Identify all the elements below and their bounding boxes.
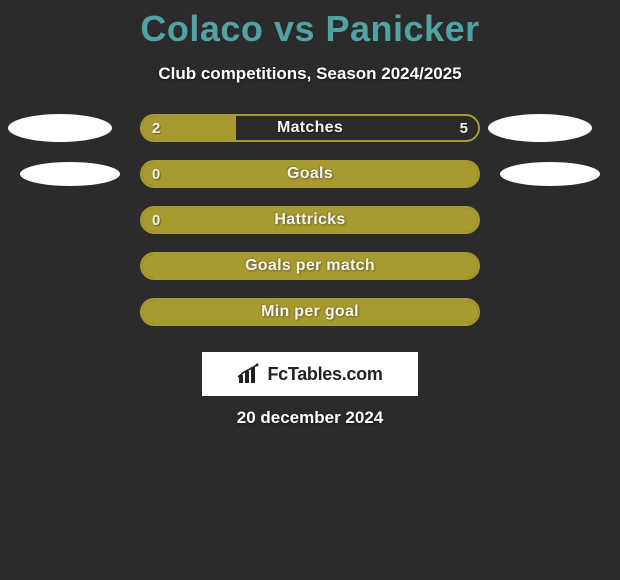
stat-row: Goals per match — [0, 252, 620, 298]
logo: FcTables.com — [237, 363, 382, 385]
stat-label: Goals per match — [142, 254, 478, 278]
left-ellipse — [8, 114, 112, 142]
stat-row: 0Hattricks — [0, 206, 620, 252]
stat-bar: 25Matches — [140, 114, 480, 142]
right-ellipse — [500, 162, 600, 186]
subtitle: Club competitions, Season 2024/2025 — [0, 64, 620, 84]
stat-label: Min per goal — [142, 300, 478, 324]
stat-row: 25Matches — [0, 114, 620, 160]
vs-label: vs — [274, 8, 315, 49]
stat-label: Hattricks — [142, 208, 478, 232]
stat-bar: 0Hattricks — [140, 206, 480, 234]
stat-row: Min per goal — [0, 298, 620, 344]
left-ellipse — [20, 162, 120, 186]
stat-row: 0Goals — [0, 160, 620, 206]
comparison-infographic: Colaco vs Panicker Club competitions, Se… — [0, 0, 620, 580]
stat-bar: Min per goal — [140, 298, 480, 326]
stat-label: Goals — [142, 162, 478, 186]
stat-label: Matches — [142, 116, 478, 140]
logo-text: FcTables.com — [267, 364, 382, 385]
player2-name: Panicker — [326, 8, 480, 49]
date-label: 20 december 2024 — [0, 408, 620, 428]
stat-rows: 25Matches 0Goals 0Hattricks Goals per match… — [0, 114, 620, 344]
logo-box: FcTables.com — [202, 352, 418, 396]
right-ellipse — [488, 114, 592, 142]
player1-name: Colaco — [140, 8, 263, 49]
page-title: Colaco vs Panicker — [0, 0, 620, 50]
stat-bar: Goals per match — [140, 252, 480, 280]
bar-chart-icon — [237, 363, 263, 385]
stat-bar: 0Goals — [140, 160, 480, 188]
